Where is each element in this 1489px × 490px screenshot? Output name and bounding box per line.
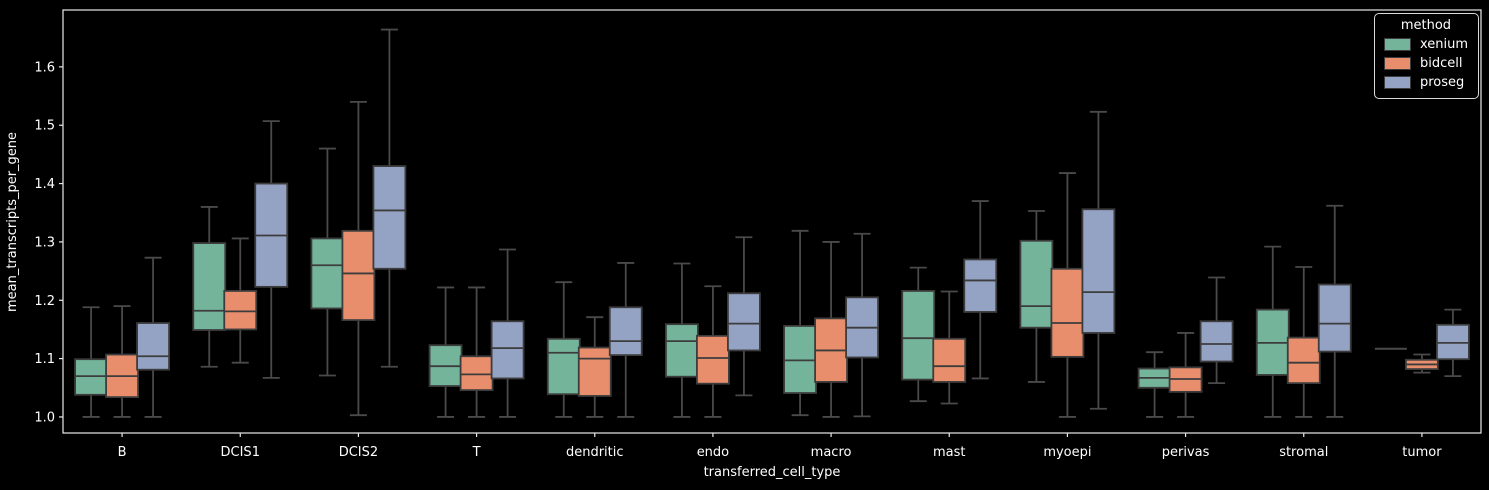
x-tick-label-DCIS2: DCIS2	[339, 445, 378, 460]
legend-swatch-xenium-icon	[1383, 38, 1411, 51]
box-proseg-myoepi	[1081, 208, 1116, 334]
legend-label-xenium: xenium	[1419, 37, 1468, 52]
box-xenium-dendritic	[546, 337, 581, 396]
x-tick-label-B: B	[118, 445, 127, 460]
y-tick-label: 1.0	[34, 410, 55, 425]
x-tick-label-DCIS1: DCIS1	[221, 445, 260, 460]
y-tick-label: 1.3	[34, 235, 55, 250]
box-xenium-mast	[901, 290, 936, 381]
x-tick-label-tumor: tumor	[1402, 445, 1442, 460]
x-tick-label-endo: endo	[697, 445, 729, 460]
x-tick-label-dendritic: dendritic	[566, 445, 624, 460]
box-bidcell-stromal	[1286, 336, 1321, 385]
y-axis-label: mean_transcripts_per_gene	[5, 132, 20, 312]
legend-entry-bidcell: bidcell	[1383, 56, 1468, 71]
x-tick-label-stromal: stromal	[1279, 445, 1328, 460]
box-bidcell-dendritic	[577, 346, 612, 397]
box-proseg-B	[136, 322, 170, 371]
box-proseg-mast	[963, 258, 998, 313]
legend: method xenium bidcell proseg	[1373, 13, 1479, 99]
box-bidcell-DCIS1	[223, 290, 258, 331]
box-proseg-T	[490, 320, 525, 380]
legend-swatch-bidcell-icon	[1383, 57, 1411, 70]
box-proseg-perivas	[1199, 320, 1234, 363]
y-tick-label: 1.2	[34, 294, 55, 309]
legend-swatch-proseg-icon	[1383, 76, 1411, 89]
legend-entry-xenium: xenium	[1383, 37, 1468, 52]
y-tick-label: 1.6	[34, 60, 55, 75]
box-xenium-endo	[665, 323, 699, 378]
x-tick-label-perivas: perivas	[1162, 445, 1210, 460]
box-proseg-stromal	[1317, 283, 1352, 353]
y-tick-label: 1.4	[34, 177, 55, 192]
plot-border	[62, 9, 1482, 434]
box-bidcell-myoepi	[1050, 267, 1085, 358]
y-tick-label: 1.1	[34, 352, 55, 367]
box-bidcell-endo	[696, 334, 730, 385]
box-xenium-myoepi	[1019, 239, 1054, 329]
box-xenium-DCIS1	[192, 242, 227, 331]
x-tick-label-myoepi: myoepi	[1043, 445, 1091, 460]
box-proseg-DCIS2	[372, 165, 407, 270]
box-proseg-endo	[727, 292, 761, 352]
box-bidcell-DCIS2	[341, 229, 376, 322]
legend-label-bidcell: bidcell	[1419, 56, 1463, 71]
box-proseg-dendritic	[608, 306, 643, 357]
y-tick-label: 1.5	[34, 119, 55, 134]
legend-entry-proseg: proseg	[1383, 75, 1468, 90]
x-tick-label-T: T	[472, 445, 481, 460]
box-bidcell-mast	[932, 337, 967, 383]
box-xenium-DCIS2	[310, 237, 345, 310]
x-axis-label: transferred_cell_type	[704, 465, 841, 480]
legend-title: method	[1400, 18, 1452, 33]
box-bidcell-T	[459, 355, 494, 392]
x-tick-label-macro: macro	[811, 445, 852, 460]
x-tick-label-mast: mast	[933, 445, 966, 460]
legend-label-proseg: proseg	[1419, 75, 1465, 90]
